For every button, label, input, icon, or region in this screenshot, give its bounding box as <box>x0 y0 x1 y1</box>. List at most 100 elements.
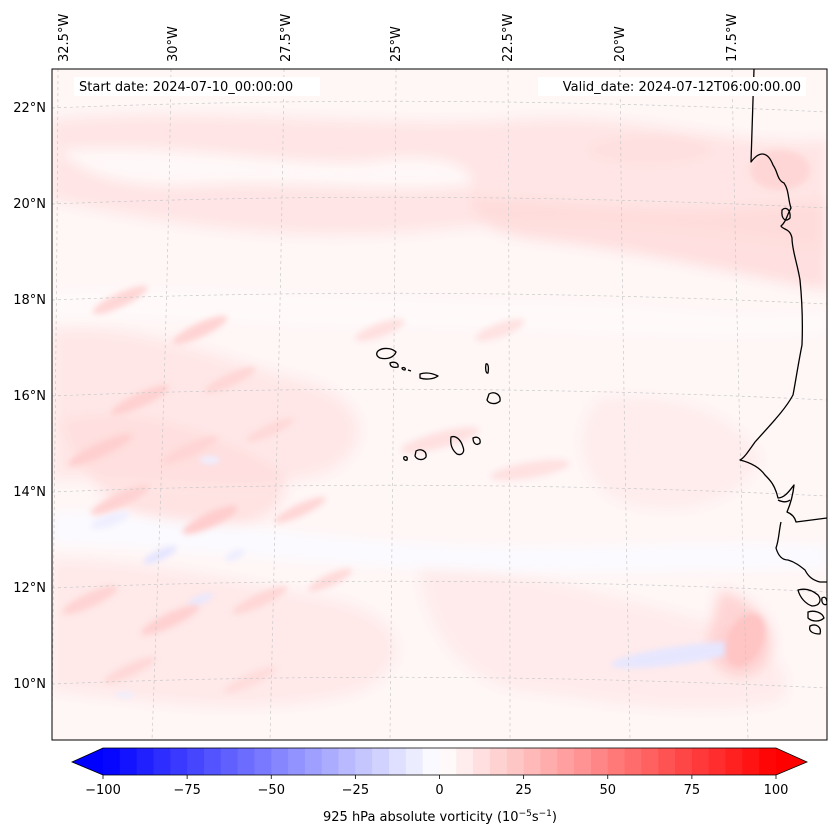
bijagos-island-2 <box>807 610 825 622</box>
colorbar-cell <box>523 748 541 775</box>
colorbar-cell <box>187 748 205 775</box>
maio-island <box>472 436 481 445</box>
colorbar-cell <box>708 748 727 775</box>
meridian-17-5w <box>731 69 749 740</box>
lon-label-27-5w: 27.5°W <box>279 14 294 62</box>
lat-label-20n: 20°N <box>13 197 46 212</box>
meridian-22-5w <box>507 69 511 740</box>
lon-label-22-5w: 22.5°W <box>501 14 516 62</box>
sao-vicente-island <box>389 361 399 369</box>
parallel-12n <box>52 580 827 593</box>
parallel-10n <box>52 676 827 689</box>
colorbar-cell <box>220 748 239 775</box>
latitude-labels: 22°N 20°N 18°N 16°N 14°N 12°N 10°N <box>13 101 46 692</box>
lon-label-25w: 25°W <box>389 26 404 62</box>
colorbar-cell <box>675 748 693 775</box>
brava-island <box>403 455 408 461</box>
colorbar-cell <box>456 748 474 775</box>
colorbar-cell <box>153 748 171 775</box>
colorbar-cell <box>473 748 491 775</box>
colorbar-cell <box>136 748 154 775</box>
colorbar-cell <box>237 748 255 775</box>
map-panel: Start date: 2024-07-10_00:00:00 Valid_da… <box>13 14 828 741</box>
sal-island <box>484 363 490 374</box>
field-negative-streaks <box>91 456 750 698</box>
colorbar-tick-label: −100 <box>85 783 121 798</box>
colorbar-cell <box>641 748 659 775</box>
field-neutral-bands <box>52 147 827 573</box>
colorbar-cell <box>271 748 289 775</box>
colorbar-cell <box>506 748 525 775</box>
vorticity-field <box>52 69 827 740</box>
lat-label-18n: 18°N <box>13 293 46 308</box>
colorbar-tick-label: 25 <box>515 783 532 798</box>
bijagos-island-3 <box>808 624 822 635</box>
parallel-16n <box>52 388 827 401</box>
colorbar-cell <box>691 748 710 775</box>
gambia-coastline <box>775 521 827 583</box>
valid-date-box <box>538 77 806 96</box>
colorbar-cell <box>489 748 508 775</box>
bijagos-island-4 <box>821 596 827 606</box>
graticule <box>52 69 827 740</box>
colorbar-cell <box>557 748 575 775</box>
lon-label-20w: 20°W <box>613 26 628 62</box>
colorbar-cell <box>321 748 340 775</box>
colorbar-cell <box>658 748 676 775</box>
colorbar-cell <box>590 748 609 775</box>
colorbar-cell <box>540 748 558 775</box>
colorbar-tick-label: 0 <box>435 783 443 798</box>
meridian-30w <box>151 69 172 740</box>
parallel-18n <box>52 292 827 305</box>
map-frame <box>51 68 828 741</box>
santiago-island <box>450 435 465 456</box>
lat-label-14n: 14°N <box>13 485 46 500</box>
start-date-box <box>74 77 320 96</box>
colorbar-cell <box>103 748 121 775</box>
colorbar-cell <box>759 748 777 775</box>
colorbar-cell <box>288 748 306 775</box>
colorbar-cell <box>170 748 188 775</box>
colorbar-min-extend <box>72 748 103 775</box>
start-date-label: Start date: 2024-07-10_00:00:00 <box>79 80 293 95</box>
colorbar: −100 −75 −50 −25 0 25 50 75 100 925 hPa absolute… <box>70 747 809 825</box>
colorbar-cell <box>422 748 440 775</box>
colorbar-tick-label: 50 <box>599 783 616 798</box>
colorbar-tick-label: −75 <box>173 783 200 798</box>
lat-label-12n: 12°N <box>13 581 46 596</box>
lon-label-30w: 30°W <box>166 26 181 62</box>
lat-label-10n: 10°N <box>13 677 46 692</box>
fogo-island <box>414 449 427 461</box>
colorbar-cell <box>725 748 743 775</box>
colorbar-cell <box>203 748 222 775</box>
colorbar-cell <box>355 748 373 775</box>
colorbar-cell <box>439 748 457 775</box>
colorbar-tick-label: −50 <box>258 783 285 798</box>
colorbar-cell <box>119 748 138 775</box>
bijagos-island-1 <box>797 588 821 607</box>
longitude-labels: 32.5°W 30°W 27.5°W 25°W 22.5°W 20°W 17.5… <box>57 14 740 62</box>
parallel-14n <box>52 484 827 497</box>
africa-coastline <box>739 69 827 523</box>
meridian-20w <box>619 69 631 740</box>
colorbar-cell <box>304 748 323 775</box>
colorbar-cell <box>405 748 424 775</box>
colorbar-cell <box>254 748 272 775</box>
valid-date-label: Valid_date: 2024-07-12T06:00:00.00 <box>563 80 801 95</box>
parallel-20n <box>52 196 827 209</box>
river-mouth <box>777 499 791 503</box>
colorbar-cell <box>389 748 407 775</box>
lat-label-16n: 16°N <box>13 389 46 404</box>
colorbar-cell <box>607 748 626 775</box>
sao-nicolau-island <box>419 372 439 380</box>
meridian-32-5w <box>52 69 59 740</box>
colorbar-cell <box>624 748 642 775</box>
lon-label-32-5w: 32.5°W <box>57 14 72 62</box>
colorbar-cell <box>574 748 592 775</box>
colorbar-cell <box>742 748 760 775</box>
boa-vista-island <box>486 392 501 405</box>
parallel-22n <box>52 100 827 113</box>
coastlines <box>376 69 827 635</box>
colorbar-tick-label: 75 <box>684 783 701 798</box>
